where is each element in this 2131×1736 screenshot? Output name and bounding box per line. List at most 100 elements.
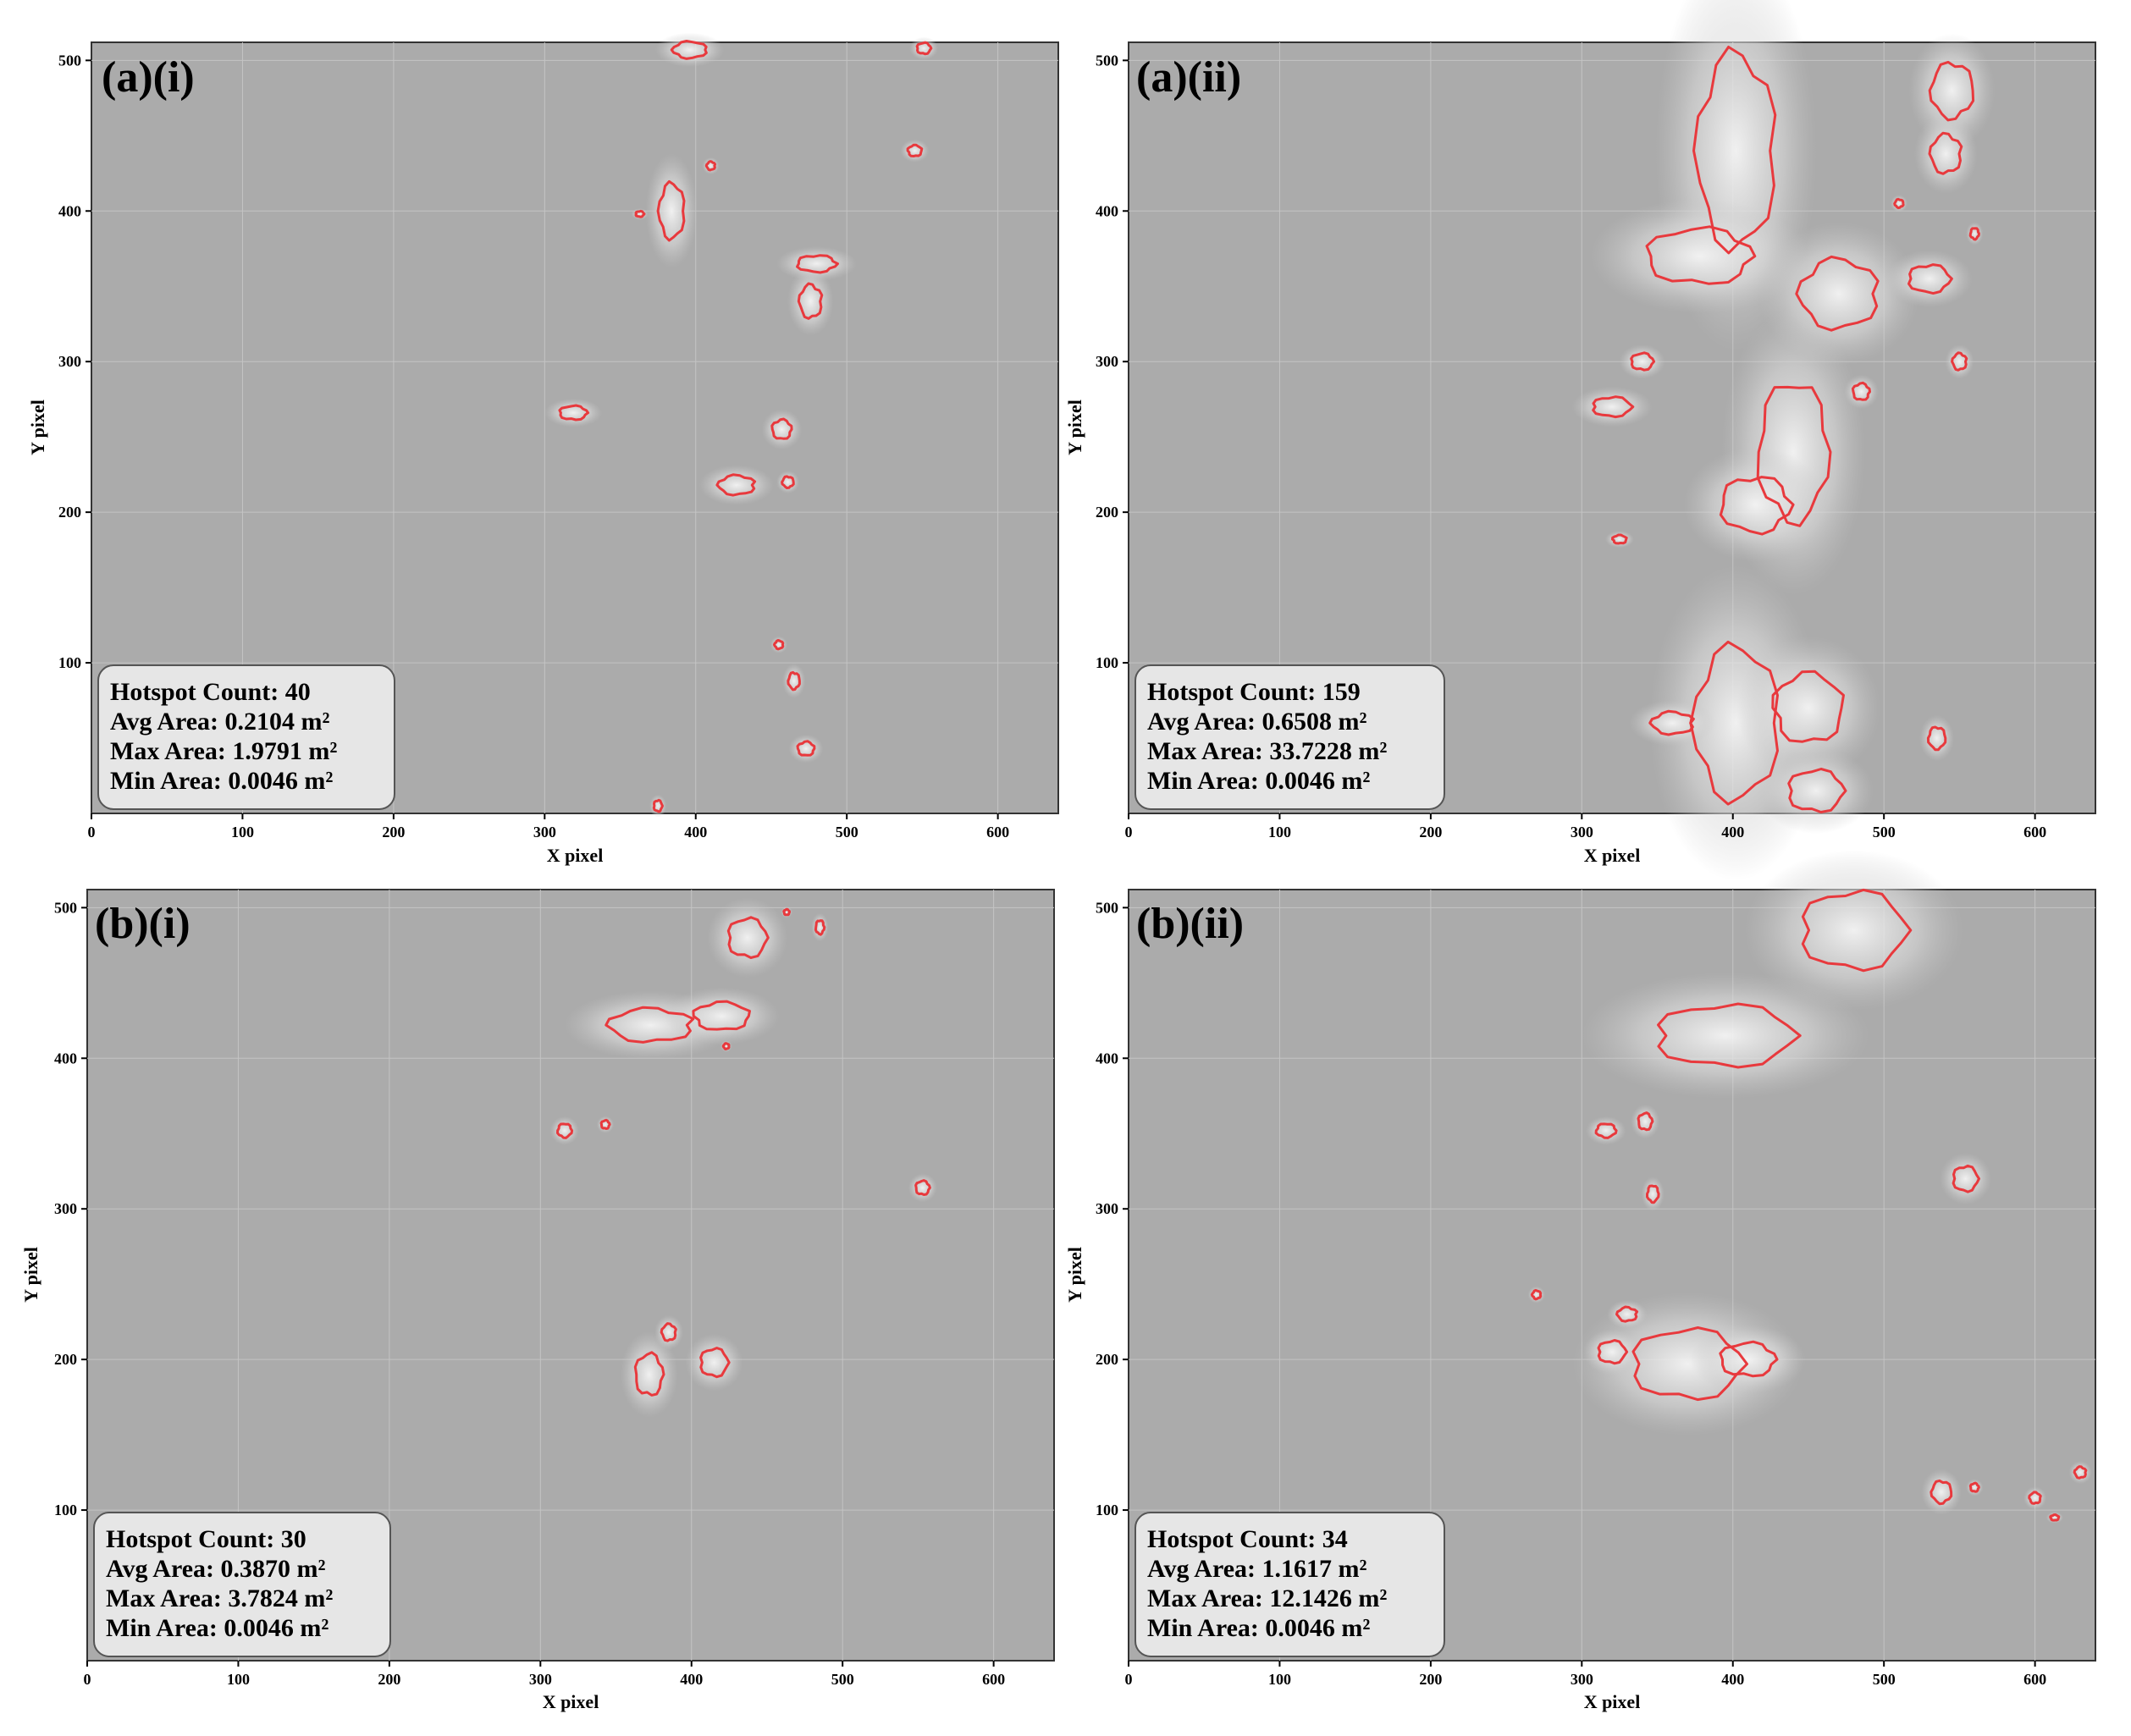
hotspot-contour	[915, 41, 933, 56]
y-tick-label: 300	[1096, 1200, 1118, 1217]
bright-region	[549, 1116, 579, 1145]
bright-region	[776, 246, 857, 281]
hotspot-contour	[796, 740, 816, 757]
y-tick-label: 400	[58, 202, 81, 219]
x-tick-label: 0	[1125, 824, 1133, 840]
stat-min-area: Min Area: 0.0046 m²	[106, 1614, 328, 1642]
bright-region	[788, 734, 824, 763]
y-axis-label: Y pixel	[1064, 400, 1085, 455]
hotspot-contour	[814, 919, 826, 936]
bright-region	[1586, 1116, 1626, 1145]
hotspot-contours	[558, 40, 933, 813]
y-tick-label: 100	[1096, 654, 1118, 671]
hotspot-contour	[1756, 385, 1832, 527]
bright-region	[811, 912, 829, 942]
y-tick-labels: 100 200 300 400 500	[1096, 899, 1129, 1518]
stat-max-area: Max Area: 1.9791 m²	[110, 737, 337, 765]
hotspot-contour	[782, 907, 791, 917]
bright-region	[1940, 1153, 1992, 1205]
panel-label: (a)(i)	[102, 53, 195, 102]
hotspot-contour	[1615, 1305, 1639, 1323]
hotspot-contour	[556, 1122, 574, 1139]
x-tick-label: 500	[1873, 1671, 1896, 1688]
x-tick-label: 200	[382, 824, 405, 840]
bright-region	[1604, 531, 1634, 548]
hotspot-contour	[1719, 1340, 1779, 1378]
bright-regions	[544, 32, 939, 818]
hotspot-contour	[605, 1006, 695, 1044]
y-tick-label: 300	[58, 353, 81, 370]
stats-box	[93, 1512, 391, 1657]
bright-region	[1921, 1469, 1962, 1515]
hotspot-contour	[1928, 60, 1975, 122]
x-axis-label: X pixel	[547, 845, 604, 866]
hotspot-contour	[656, 179, 686, 242]
x-tick-label: 0	[1125, 1671, 1133, 1688]
y-axis-label: Y pixel	[20, 1247, 41, 1303]
bright-region	[596, 1116, 615, 1133]
hotspot-contour	[1631, 1326, 1748, 1402]
x-tick-label: 100	[1268, 824, 1291, 840]
y-tick-labels: 100 200 300 400 500	[1096, 52, 1129, 671]
bright-region	[620, 1331, 678, 1418]
hotspot-contour	[2049, 1513, 2061, 1522]
panel-a-ii: 0 100 200 300 400 500 600 100 200 300 400 500 (a)(…	[1064, 0, 2096, 881]
y-tick-label: 400	[1096, 1050, 1118, 1066]
hotspot-contour	[670, 40, 708, 60]
stats-box	[1135, 1512, 1445, 1657]
bright-region	[1619, 344, 1665, 379]
bright-region	[1571, 386, 1653, 427]
bright-region	[544, 398, 603, 427]
stats-box	[97, 664, 395, 810]
x-tick-labels: 0 100 200 300 400 500 600	[84, 1661, 1005, 1688]
bright-region	[770, 636, 788, 653]
bright-region	[685, 1333, 743, 1392]
bright-region	[707, 897, 788, 978]
x-tick-label: 400	[1721, 1671, 1744, 1688]
bright-region	[1583, 1329, 1641, 1375]
hotspot-contour	[906, 143, 924, 157]
x-tick-label: 0	[84, 1671, 91, 1688]
hotspot-contour	[660, 1322, 677, 1342]
bright-region	[1590, 199, 1809, 314]
stat-max-area: Max Area: 3.7824 m²	[106, 1584, 333, 1612]
bright-region	[787, 267, 834, 336]
bright-region	[1527, 1286, 1545, 1303]
hotspot-contour	[1952, 1164, 1980, 1193]
hotspot-contour	[599, 1118, 611, 1130]
bright-region	[761, 409, 803, 449]
hotspot-contour	[1968, 1481, 1980, 1493]
panel-label: (a)(ii)	[1136, 53, 1241, 102]
bright-region	[1919, 714, 1954, 762]
bright-region	[1683, 447, 1828, 562]
panel-b-ii: 0 100 200 300 400 500 600 100 200 300 400 500 (b)(…	[1064, 850, 2096, 1712]
stat-avg-area: Avg Area: 0.6508 m²	[1147, 708, 1367, 736]
y-tick-label: 200	[1096, 504, 1118, 521]
x-tick-label: 500	[836, 824, 858, 840]
y-tick-label: 300	[54, 1200, 77, 1217]
y-tick-label: 500	[54, 899, 77, 916]
hotspot-contour	[2073, 1465, 2088, 1480]
y-tick-label: 500	[58, 52, 81, 69]
hotspot-contour	[1611, 533, 1628, 545]
x-tick-label: 200	[378, 1671, 400, 1688]
stat-hotspot-count: Hotspot Count: 34	[1147, 1525, 1348, 1553]
bright-region	[909, 36, 939, 60]
hotspot-contour	[1771, 670, 1845, 743]
hotspot-contour	[797, 282, 824, 320]
bright-region	[1736, 636, 1880, 780]
x-tick-label: 300	[1571, 1671, 1593, 1688]
x-tick-labels: 0 100 200 300 400 500 600	[88, 813, 1009, 840]
stat-max-area: Max Area: 33.7228 m²	[1147, 737, 1387, 765]
y-tick-labels: 100 200 300 400 500	[54, 899, 87, 1518]
y-tick-label: 100	[54, 1502, 77, 1518]
bright-region	[654, 1314, 683, 1350]
stat-min-area: Min Area: 0.0046 m²	[110, 767, 333, 795]
hotspot-contour	[1646, 1184, 1660, 1204]
x-tick-label: 600	[986, 824, 1009, 840]
hotspot-contour	[1968, 227, 1980, 241]
bright-region	[1885, 250, 1973, 308]
x-tick-label: 100	[227, 1671, 250, 1688]
panel-a-i: 0 100 200 300 400 500 600 100 200 300 400 500 (a)(…	[27, 32, 1059, 866]
x-tick-label: 100	[1268, 1671, 1291, 1688]
